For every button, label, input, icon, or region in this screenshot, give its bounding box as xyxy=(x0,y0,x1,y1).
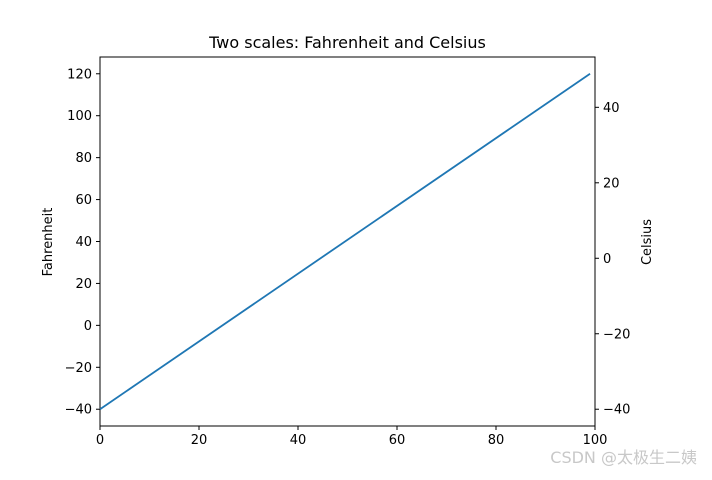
y-axis-ticks: −40 −20 0 20 40 60 80 100 120 xyxy=(65,67,100,418)
y-tick-label-3: 20 xyxy=(75,277,92,292)
y2-tick-label-1: −20 xyxy=(603,327,630,342)
y-tick-label-1: −20 xyxy=(65,361,92,376)
y-tick-label-0: −40 xyxy=(65,403,92,418)
plot-frame xyxy=(99,56,596,427)
y-tick-label-5: 60 xyxy=(75,193,92,208)
y-tick-label-6: 80 xyxy=(75,151,92,166)
x-tick-label-1: 20 xyxy=(191,433,208,448)
x-tick-label-3: 60 xyxy=(389,433,406,448)
series-line-0 xyxy=(99,73,591,410)
y2-tick-label-0: −40 xyxy=(603,403,630,418)
y-tick-label-7: 100 xyxy=(67,109,92,124)
y-tick-label-2: 0 xyxy=(84,319,92,334)
x-tick-label-4: 80 xyxy=(488,433,505,448)
y-axis-label: Fahrenheit xyxy=(41,208,56,277)
x-tick-label-2: 40 xyxy=(290,433,307,448)
chart-title: Two scales: Fahrenheit and Celsius xyxy=(208,33,486,52)
series-layer xyxy=(99,73,591,410)
x-axis-ticks: 0 20 40 60 80 100 xyxy=(96,426,608,448)
y2-axis-ticks: −40 −20 0 20 40 xyxy=(595,101,630,418)
x-tick-label-0: 0 xyxy=(96,433,104,448)
y2-axis-label: Celsius xyxy=(640,219,655,265)
y-tick-label-4: 40 xyxy=(75,235,92,250)
y2-tick-label-2: 0 xyxy=(603,252,611,267)
x-tick-label-5: 100 xyxy=(583,433,608,448)
watermark-text: CSDN @太极生二姨 xyxy=(550,448,697,467)
y2-tick-label-4: 40 xyxy=(603,101,620,116)
y2-tick-label-3: 20 xyxy=(603,176,620,191)
y-tick-label-8: 120 xyxy=(67,67,92,82)
